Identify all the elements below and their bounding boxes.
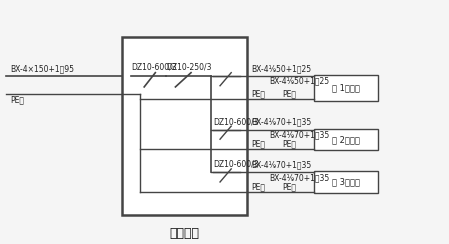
Text: BX-4⅑70+135: BX-4⅑70+135: [251, 160, 312, 169]
Bar: [122, 37, 247, 215]
Text: PE线: PE线: [282, 182, 296, 191]
Text: DZ10-600/3: DZ10-600/3: [213, 160, 259, 169]
Text: PE线: PE线: [251, 182, 265, 191]
Bar: [314, 75, 379, 101]
Text: 至 1号分筱: 至 1号分筱: [332, 83, 360, 92]
Text: PE线: PE线: [251, 139, 265, 148]
Text: 总配电箱: 总配电箱: [169, 227, 199, 240]
Text: 至 2号分筱: 至 2号分筱: [332, 135, 360, 144]
Text: BX-4⅑50+125: BX-4⅑50+125: [269, 77, 329, 86]
Text: 至 3号分筱: 至 3号分筱: [332, 178, 360, 187]
Text: PE线: PE线: [282, 89, 296, 98]
Text: DZ10-600/3: DZ10-600/3: [213, 117, 259, 126]
Text: DZ10-250/3: DZ10-250/3: [167, 63, 212, 72]
Text: BX-4⅑50+125: BX-4⅑50+125: [251, 64, 312, 73]
Text: PE线: PE线: [282, 139, 296, 148]
Text: PE线: PE线: [251, 89, 265, 98]
Bar: [314, 129, 379, 151]
Text: BX-4⅑70+135: BX-4⅑70+135: [269, 130, 330, 139]
Text: PE线: PE线: [10, 95, 24, 104]
Text: BX-4⅑70+135: BX-4⅑70+135: [269, 173, 330, 182]
Text: BX-4⅑70+135: BX-4⅑70+135: [251, 117, 312, 126]
Bar: [314, 171, 379, 193]
Text: BX-4×150+195: BX-4×150+195: [10, 64, 75, 73]
Text: DZ10-600/3: DZ10-600/3: [131, 63, 176, 72]
